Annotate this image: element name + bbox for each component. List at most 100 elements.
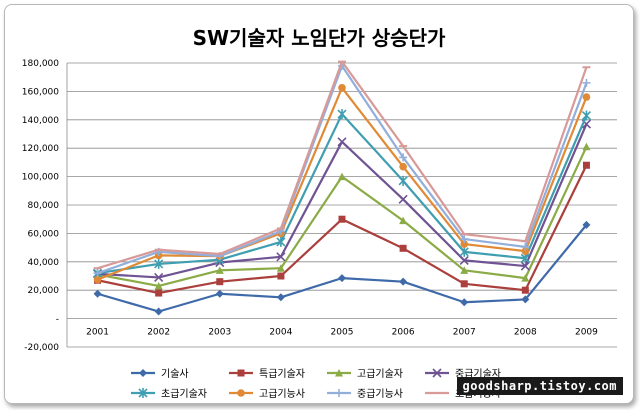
data-point [276,236,286,247]
y-tick-label: 160,000 [22,87,59,97]
legend-item: 초급기술자 [131,388,207,400]
legend-item: 기술사 [131,368,189,380]
legend-label: 기술사 [161,368,189,380]
series-7 [93,61,591,278]
data-point [460,240,469,248]
data-point [398,194,408,204]
line-chart: SW기술자 노임단가 상승단가 180,000 160,000 140,000 120… [22,26,617,400]
watermark-label: goodsharp.tistoy.com [456,377,623,395]
data-point [216,278,224,286]
x-tick-label: 2007 [453,328,476,338]
data-point [154,258,164,269]
data-point [215,266,224,274]
data-point [215,289,224,298]
y-tick-label: 60,000 [28,229,60,239]
legend-item: 고급기능사 [229,388,305,400]
data-point [581,110,592,121]
data-point [337,137,347,147]
y-tick-label: 40,000 [28,258,60,268]
legend-marker [138,388,148,398]
series-1 [93,220,591,316]
data-point [155,289,163,297]
data-point [93,275,102,284]
series-8 [93,60,591,270]
legend-label: 고급기술자 [357,368,403,380]
x-tick-label: 2006 [392,328,415,338]
data-point [460,280,468,288]
series-line [97,60,588,270]
data-point [338,84,346,92]
data-point [338,274,346,283]
gridlines [66,62,617,348]
data-point [582,78,591,87]
series-6 [93,84,591,284]
data-point [93,289,102,298]
legend-item: 특급기술자 [229,368,305,380]
series-3 [93,142,591,290]
data-point [276,293,285,302]
y-tick-label: 140,000 [22,116,59,126]
y-tick-label: - [56,315,59,325]
x-axis-ticks: 2001 2002 2003 2004 2005 2006 2007 2008 2009 [86,328,598,338]
y-tick-label: 20,000 [28,286,60,296]
data-point [460,298,469,307]
x-tick-label: 2001 [86,328,109,338]
data-point [460,266,469,274]
data-point [460,235,469,244]
data-point [521,274,530,282]
data-point [337,109,347,120]
data-point [93,269,102,278]
legend-label: 고급기능사 [259,388,305,400]
x-tick-label: 2008 [514,328,537,338]
data-point [338,215,346,223]
legend-label: 초급기술자 [161,388,207,400]
legend-label: 중급기능사 [357,388,403,400]
legend-label: 특급기술자 [259,368,305,380]
data-point [399,216,408,225]
data-point [154,281,163,290]
series-line [97,123,588,279]
x-tick-label: 2009 [575,328,598,338]
data-point [459,246,469,257]
data-point [399,153,408,162]
data-point [154,307,163,316]
data-point [582,142,591,151]
x-tick-label: 2005 [331,328,354,338]
data-point [399,277,408,286]
data-point [459,255,469,265]
legend-marker [237,369,245,377]
legend-item: 중급기능사 [327,388,403,400]
legend-marker [139,369,147,377]
data-point [582,93,591,101]
data-point [582,220,591,229]
data-point [399,162,407,171]
data-point [398,175,408,186]
y-tick-label: 80,000 [28,201,60,211]
data-point [521,247,530,255]
data-point [582,161,590,169]
y-tick-label: -20,000 [24,343,59,353]
data-point [521,286,529,294]
legend-item: 고급기술자 [327,368,403,380]
data-point [154,272,164,282]
chart-title: SW기술자 노임단가 상승단가 [193,26,446,50]
data-point [276,252,286,262]
legend-marker [335,369,343,377]
x-tick-label: 2003 [208,328,231,338]
data-point [277,272,285,280]
data-point [338,172,346,181]
chart-frame: SW기술자 노임단가 상승단가 180,000 160,000 140,000 120… [4,4,634,404]
y-tick-label: 180,000 [22,59,59,69]
data-point [520,261,530,271]
y-tick-label: 120,000 [22,144,59,154]
data-point [521,242,530,251]
x-tick-label: 2004 [269,328,292,338]
y-axis-ticks: 180,000 160,000 140,000 120,000 100,000 80,00… [22,59,59,353]
series-layer [92,60,592,316]
data-point [521,295,530,304]
data-point [399,244,407,252]
legend-marker [335,389,343,397]
series-line [97,224,588,313]
legend: 기술사특급기술자고급기술자중급기술자초급기술자고급기능사중급기능사초급기능사 [131,368,501,400]
x-tick-label: 2002 [147,328,170,338]
